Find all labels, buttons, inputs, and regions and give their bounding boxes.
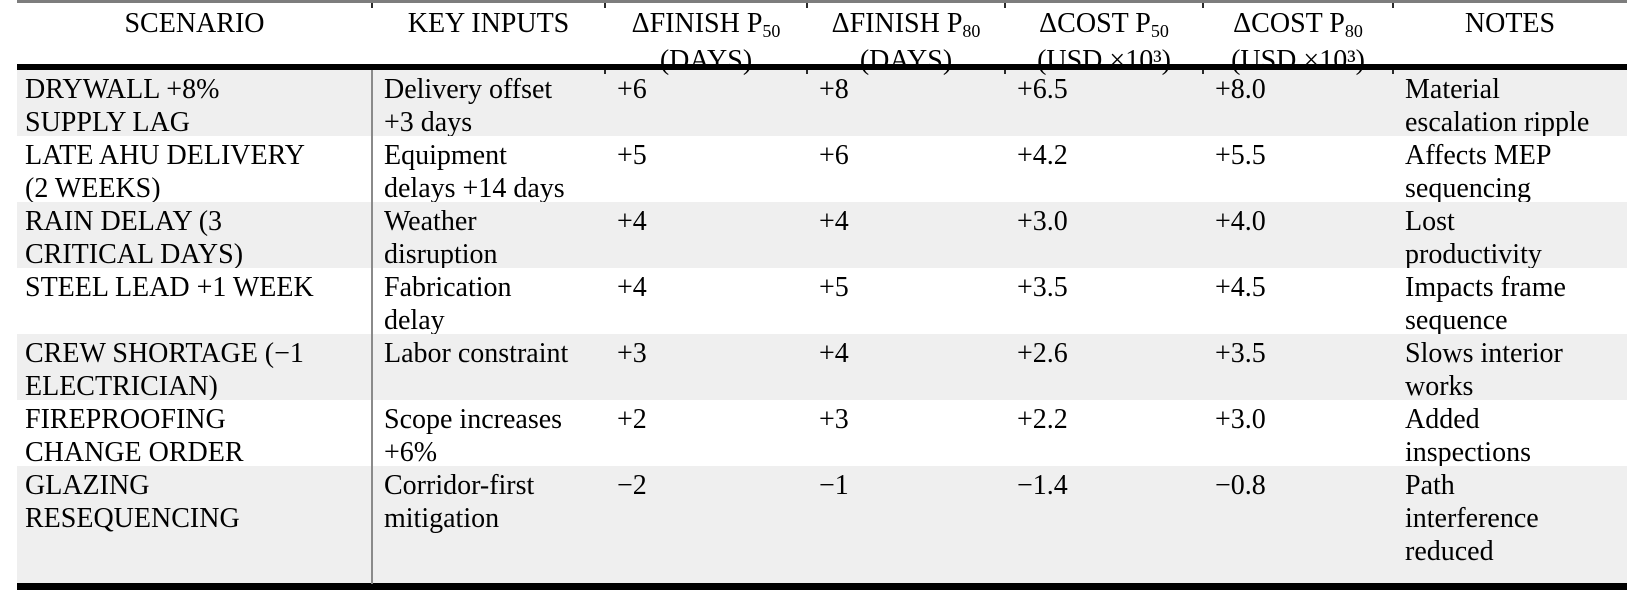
cell-cost-p80: +3.0 bbox=[1215, 404, 1266, 435]
cell-finish-p80: +6 bbox=[819, 140, 849, 171]
scenario-risk-table: SCENARIO KEY INPUTS ΔFINISH P50 (DAYS) Δ… bbox=[17, 0, 1627, 590]
cell-notes: Path interference reduced bbox=[1405, 470, 1539, 567]
cell-scenario: LATE AHU DELIVERY (2 WEEKS) bbox=[25, 140, 305, 202]
column-boundary-tick bbox=[1202, 3, 1204, 8]
column-header-key-inputs: KEY INPUTS bbox=[407, 8, 570, 39]
cell-finish-p50: +4 bbox=[617, 206, 647, 237]
cell-cost-p80: +4.0 bbox=[1215, 206, 1266, 237]
cell-notes: Slows interior works bbox=[1405, 338, 1563, 400]
table-top-rule bbox=[17, 0, 1627, 3]
cell-cost-p50: +6.5 bbox=[1017, 74, 1068, 105]
column-header-cost-p80: ΔCOST P80 (USD ×10³) bbox=[1231, 8, 1365, 76]
table-row-steel-lead: STEEL LEAD +1 WEEK Fabrication delay +4 … bbox=[17, 268, 1627, 334]
cell-finish-p50: +6 bbox=[617, 74, 647, 105]
cell-scenario: GLAZING RESEQUENCING bbox=[25, 470, 240, 534]
cell-key-inputs: Weather disruption bbox=[384, 206, 498, 268]
cell-scenario: RAIN DELAY (3 CRITICAL DAYS) bbox=[25, 206, 244, 268]
column-boundary-tick bbox=[604, 70, 606, 74]
column-boundary-tick bbox=[604, 3, 606, 8]
column-boundary-tick bbox=[1392, 70, 1394, 74]
cell-notes: Affects MEP sequencing bbox=[1405, 140, 1552, 202]
column-boundary-tick bbox=[806, 70, 808, 74]
cell-cost-p80: +4.5 bbox=[1215, 272, 1266, 303]
cell-cost-p80: +5.5 bbox=[1215, 140, 1266, 171]
cell-cost-p80: +8.0 bbox=[1215, 74, 1266, 105]
cell-finish-p80: +8 bbox=[819, 74, 849, 105]
column-header-finish-p50: ΔFINISH P50 (DAYS) bbox=[631, 8, 781, 76]
scenario-column-divider bbox=[371, 70, 373, 584]
cell-finish-p50: +3 bbox=[617, 338, 647, 369]
column-boundary-tick bbox=[1392, 3, 1394, 8]
cell-key-inputs: Labor constraint bbox=[384, 338, 569, 369]
cell-key-inputs: Delivery offset +3 days bbox=[384, 74, 553, 136]
cell-cost-p80: −0.8 bbox=[1215, 470, 1266, 501]
column-header-finish-p80: ΔFINISH P80 (DAYS) bbox=[831, 8, 981, 76]
cell-scenario: DRYWALL +8% SUPPLY LAG bbox=[25, 74, 220, 136]
column-boundary-tick bbox=[1004, 70, 1006, 74]
cell-finish-p50: −2 bbox=[617, 470, 647, 501]
cell-key-inputs: Equipment delays +14 days bbox=[384, 140, 565, 202]
cell-cost-p80: +3.5 bbox=[1215, 338, 1266, 369]
cell-finish-p80: +3 bbox=[819, 404, 849, 435]
column-boundary-tick bbox=[1202, 70, 1204, 74]
cell-scenario: CREW SHORTAGE (−1 ELECTRICIAN) bbox=[25, 338, 304, 400]
table-row-late-ahu-delivery: LATE AHU DELIVERY (2 WEEKS) Equipment de… bbox=[17, 136, 1627, 202]
cell-notes: Material escalation ripple bbox=[1405, 74, 1590, 136]
column-header-scenario: SCENARIO bbox=[124, 8, 265, 39]
cell-scenario: FIREPROOFING CHANGE ORDER bbox=[25, 404, 244, 466]
cell-finish-p50: +5 bbox=[617, 140, 647, 171]
cell-cost-p50: +3.5 bbox=[1017, 272, 1068, 303]
cell-cost-p50: −1.4 bbox=[1017, 470, 1068, 501]
header-separator-rule bbox=[17, 64, 1627, 70]
column-header-notes: NOTES bbox=[1464, 8, 1556, 39]
column-boundary-tick bbox=[806, 3, 808, 8]
cell-finish-p80: −1 bbox=[819, 470, 849, 501]
cell-scenario: STEEL LEAD +1 WEEK bbox=[25, 272, 314, 303]
cell-key-inputs: Fabrication delay bbox=[384, 272, 512, 334]
cell-cost-p50: +2.2 bbox=[1017, 404, 1068, 435]
column-header-cost-p50: ΔCOST P50 (USD ×10³) bbox=[1037, 8, 1171, 76]
table-row-crew-shortage: CREW SHORTAGE (−1 ELECTRICIAN) Labor con… bbox=[17, 334, 1627, 400]
cell-notes: Impacts frame sequence bbox=[1405, 272, 1566, 334]
table-bottom-rule bbox=[17, 583, 1627, 590]
cell-finish-p80: +4 bbox=[819, 338, 849, 369]
cell-cost-p50: +4.2 bbox=[1017, 140, 1068, 171]
cell-finish-p80: +5 bbox=[819, 272, 849, 303]
cell-notes: Lost productivity bbox=[1405, 206, 1542, 268]
cell-finish-p50: +2 bbox=[617, 404, 647, 435]
cell-notes: Added inspections bbox=[1405, 404, 1531, 466]
column-boundary-tick bbox=[1004, 3, 1006, 8]
table-row-drywall-supply-lag: DRYWALL +8% SUPPLY LAG Delivery offset +… bbox=[17, 70, 1627, 136]
cell-key-inputs: Scope increases +6% bbox=[384, 404, 563, 466]
cell-cost-p50: +2.6 bbox=[1017, 338, 1068, 369]
table-header-row: SCENARIO KEY INPUTS ΔFINISH P50 (DAYS) Δ… bbox=[17, 3, 1627, 76]
table-row-glazing-resequencing: GLAZING RESEQUENCING Corridor-first miti… bbox=[17, 466, 1627, 583]
cell-finish-p80: +4 bbox=[819, 206, 849, 237]
column-boundary-tick bbox=[371, 3, 373, 8]
cell-key-inputs: Corridor-first mitigation bbox=[384, 470, 535, 534]
cell-finish-p50: +4 bbox=[617, 272, 647, 303]
cell-cost-p50: +3.0 bbox=[1017, 206, 1068, 237]
table-row-rain-delay: RAIN DELAY (3 CRITICAL DAYS) Weather dis… bbox=[17, 202, 1627, 268]
table-row-fireproofing-change-order: FIREPROOFING CHANGE ORDER Scope increase… bbox=[17, 400, 1627, 466]
